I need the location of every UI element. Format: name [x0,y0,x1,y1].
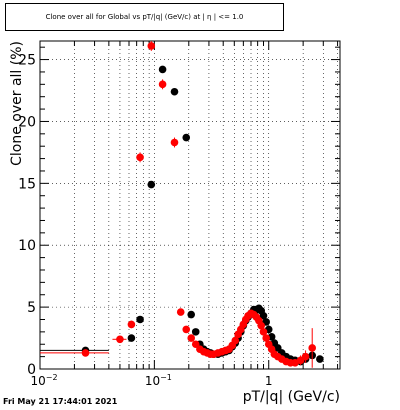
y-tick-label: 10 [18,238,36,254]
x-tick-label: 10−1 [145,373,172,388]
series-2-point [182,325,191,334]
series-2-point [257,321,266,330]
series-2-point [158,80,167,89]
y-axis-label: Clone over all (%) [9,41,25,166]
series-2-point [147,42,156,50]
series-2-point [308,344,317,352]
x-tick-label: 1 [265,374,273,388]
y-tick-label: 25 [18,53,36,69]
title-box: Clone over all for Global vs pT/|q| (GeV… [5,3,284,31]
series-2-point [187,334,196,342]
series-2-point [170,138,179,147]
series-1-point [316,355,324,363]
y-tick-label: 15 [18,176,36,192]
series-1-point [191,328,200,336]
series-1-point [147,180,156,189]
series-1-point [136,315,144,324]
series-1-point [127,334,136,342]
series-1-point [259,311,268,320]
y-tick-label: 0 [27,362,36,378]
series-2-point [136,153,144,162]
series-1-point [182,133,191,142]
series-1-point [158,65,167,74]
series-2-point [116,335,124,344]
marks-layer [40,41,324,368]
y-tick-label: 20 [18,114,36,130]
series-2-point [262,334,270,342]
series-1-point [187,310,196,319]
plot-frame [39,40,341,370]
series-2-point [81,349,90,357]
series-2-point [176,308,185,316]
y-tick-label: 5 [27,300,36,316]
timestamp: Fri May 21 17:44:01 2021 [3,397,118,406]
chart-title: Clone over all for Global vs pT/|q| (GeV… [45,13,244,21]
series-2-point [301,352,310,361]
series-2-point [231,336,240,345]
series-2-point [259,328,268,336]
x-axis-label: pT/|q| (GeV/c) [243,389,340,405]
series-1-point [170,87,179,96]
series-2-point [127,320,136,329]
grid-layer [40,41,340,369]
